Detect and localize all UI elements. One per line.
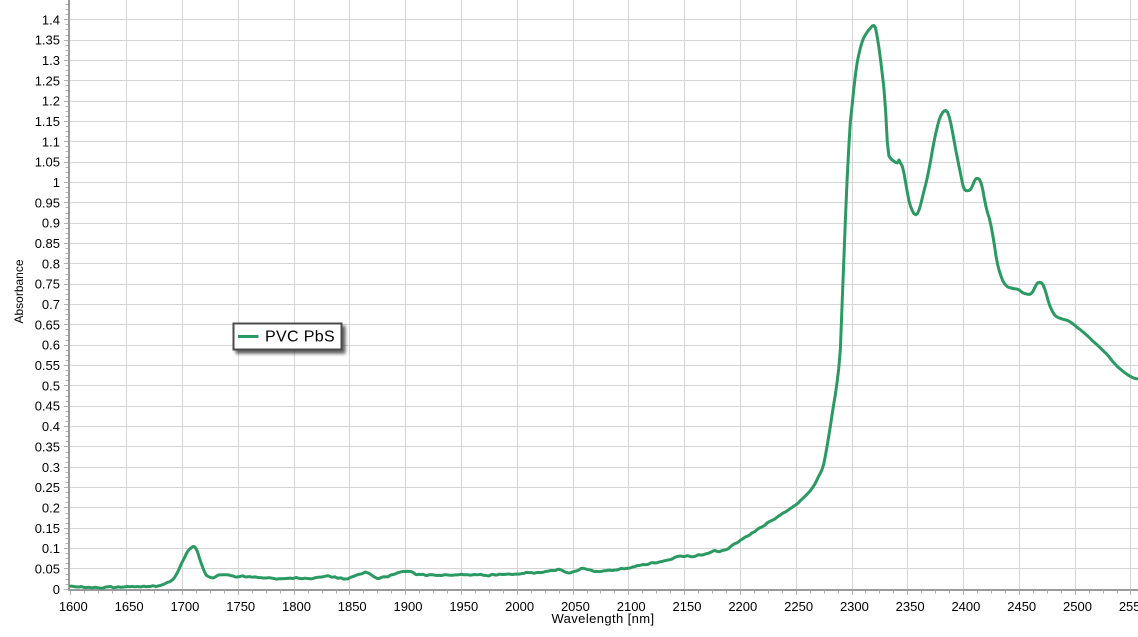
svg-text:1600: 1600 (59, 599, 88, 614)
svg-text:1.15: 1.15 (35, 114, 60, 129)
svg-text:0.75: 0.75 (35, 277, 60, 292)
svg-text:1900: 1900 (394, 599, 423, 614)
svg-text:2350: 2350 (896, 599, 925, 614)
svg-text:2400: 2400 (951, 599, 980, 614)
svg-text:1700: 1700 (170, 599, 199, 614)
svg-text:1850: 1850 (338, 599, 367, 614)
svg-text:1950: 1950 (449, 599, 478, 614)
svg-text:2250: 2250 (784, 599, 813, 614)
svg-text:1750: 1750 (226, 599, 255, 614)
svg-text:0.9: 0.9 (42, 216, 60, 231)
svg-text:0.3: 0.3 (42, 460, 60, 475)
svg-text:0.45: 0.45 (35, 399, 60, 414)
svg-text:2200: 2200 (728, 599, 757, 614)
svg-text:Absorbance: Absorbance (12, 259, 26, 323)
svg-text:1: 1 (53, 175, 60, 190)
svg-text:0.8: 0.8 (42, 256, 60, 271)
svg-text:0.25: 0.25 (35, 480, 60, 495)
svg-text:2300: 2300 (840, 599, 869, 614)
svg-text:1800: 1800 (282, 599, 311, 614)
svg-text:2100: 2100 (617, 599, 646, 614)
svg-text:0.7: 0.7 (42, 297, 60, 312)
svg-text:2450: 2450 (1007, 599, 1036, 614)
svg-text:1650: 1650 (115, 599, 144, 614)
svg-text:0.95: 0.95 (35, 195, 60, 210)
svg-text:0.85: 0.85 (35, 236, 60, 251)
svg-text:0: 0 (53, 582, 60, 597)
svg-text:0.2: 0.2 (42, 500, 60, 515)
svg-text:2500: 2500 (1063, 599, 1092, 614)
svg-text:2050: 2050 (561, 599, 590, 614)
svg-text:0.15: 0.15 (35, 521, 60, 536)
svg-text:1.05: 1.05 (35, 155, 60, 170)
svg-text:1.1: 1.1 (42, 134, 60, 149)
svg-text:2550: 2550 (1119, 599, 1138, 614)
svg-text:0.6: 0.6 (42, 338, 60, 353)
svg-text:1.2: 1.2 (42, 94, 60, 109)
svg-text:1.35: 1.35 (35, 33, 60, 48)
svg-text:0.35: 0.35 (35, 439, 60, 454)
svg-text:0.5: 0.5 (42, 378, 60, 393)
svg-text:0.65: 0.65 (35, 317, 60, 332)
svg-text:PVC PbS: PVC PbS (265, 329, 335, 346)
svg-text:0.4: 0.4 (42, 419, 60, 434)
svg-text:1.4: 1.4 (42, 12, 60, 27)
svg-text:Wavelength [nm]: Wavelength [nm] (551, 611, 654, 626)
svg-text:1.3: 1.3 (42, 53, 60, 68)
svg-text:0.55: 0.55 (35, 358, 60, 373)
svg-text:2000: 2000 (505, 599, 534, 614)
svg-text:2150: 2150 (673, 599, 702, 614)
svg-text:0.1: 0.1 (42, 541, 60, 556)
svg-text:1.25: 1.25 (35, 73, 60, 88)
svg-text:0.05: 0.05 (35, 562, 60, 577)
